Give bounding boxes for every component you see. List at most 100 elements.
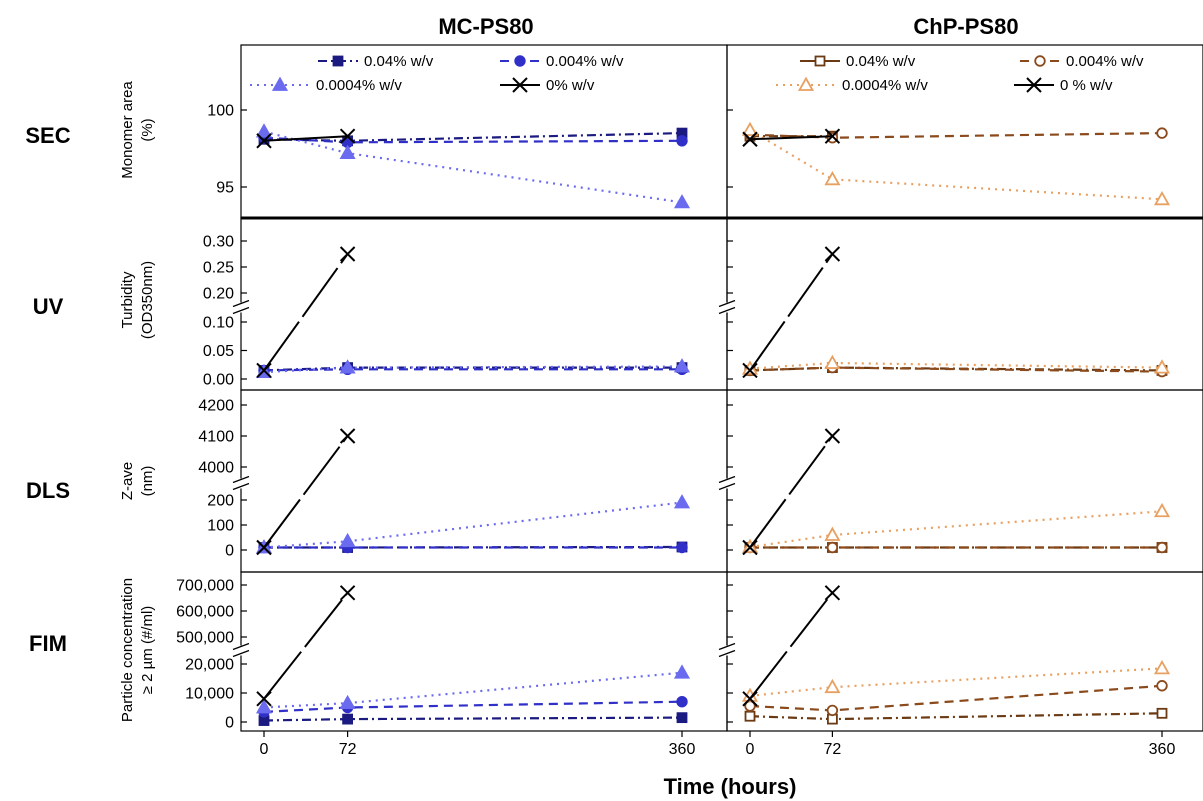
y-tick-label-2-4: 4100 — [198, 429, 234, 446]
legend-label-0-0: 0.04% w/v — [364, 53, 434, 70]
panel-frame-1-3 — [726, 571, 1203, 732]
x-tick-label-0-1: 72 — [339, 741, 357, 758]
data-point-1-2-2-1 — [824, 526, 841, 541]
data-point-1-3-0-2 — [1156, 707, 1168, 719]
axis-break-gap-0-1 — [235, 302, 247, 313]
series-line-1-0-3 — [749, 135, 833, 141]
data-point-0-3-2-1 — [339, 694, 356, 710]
series-line-1-3-3 — [749, 592, 834, 700]
series-line-0-0-3 — [263, 135, 348, 142]
column-title-chp: ChP-PS80 — [913, 14, 1018, 39]
y-tick-label-3-1: 10,000 — [185, 686, 234, 703]
data-point-0-2-2-2 — [673, 494, 691, 509]
legend-label-0-3: 0% w/v — [546, 77, 595, 94]
data-point-0-3-0-2 — [676, 712, 688, 724]
axis-break-mark-0-1 — [232, 299, 250, 315]
legend-marker-0-1 — [514, 55, 526, 67]
series-line-1-3-1 — [749, 684, 1163, 712]
y-tick-label-3-2: 20,000 — [185, 657, 234, 674]
ylabel-fim: Particle concentration ≥ 2 µm (#/ml) — [119, 578, 156, 722]
series-line-1-0-2 — [749, 129, 1163, 201]
series-line-1-1-2 — [749, 361, 1163, 370]
row-label-fim: FIM — [29, 631, 67, 656]
data-point-0-3-2-0 — [255, 699, 273, 714]
axis-break-mark-1-3 — [718, 642, 736, 658]
plot-layer: 95 100 0.00 0.05 0.10 0.20 0.25 0.30 0 100 200 4000… — [176, 44, 1203, 758]
data-point-0-1-3-0 — [256, 362, 272, 379]
data-point-1-1-2-2 — [1153, 359, 1171, 374]
data-point-1-3-3-1 — [824, 585, 841, 601]
axis-break-gap-1-1 — [721, 302, 733, 313]
series-line-0-3-2 — [263, 671, 683, 709]
legend-label-1-1: 0.004% w/v — [1066, 53, 1144, 70]
series-line-1-1-3 — [749, 253, 834, 371]
data-point-0-1-2-2 — [673, 358, 691, 373]
y-tick-label-2-0: 0 — [225, 543, 234, 560]
legend-marker-1-1 — [1034, 55, 1046, 67]
series-line-1-2-2 — [749, 510, 1163, 549]
y-tick-label-3-5: 700,000 — [176, 578, 234, 595]
data-point-1-2-1-1 — [826, 541, 839, 554]
legend-label-1-3: 0 % w/v — [1060, 77, 1113, 94]
y-tick-label-1-0: 0.00 — [203, 372, 234, 389]
panel-frame-0-1 — [240, 217, 728, 391]
series-line-0-3-1 — [263, 700, 683, 713]
legend-marker-0-3 — [512, 77, 528, 93]
data-point-0-2-3-0 — [256, 539, 272, 556]
series-line-0-1-3 — [263, 253, 349, 371]
legend-label-1-2: 0.0004% w/v — [842, 77, 928, 94]
x-tick-label-1-0: 0 — [746, 741, 755, 758]
data-point-1-0-3-0 — [742, 131, 758, 147]
legend-marker-1-3 — [1026, 77, 1042, 93]
column-title-mc: MC-PS80 — [438, 14, 533, 39]
data-point-0-0-3-0 — [256, 133, 272, 149]
x-tick-label-0-0: 0 — [260, 741, 269, 758]
legend-marker-0-0 — [332, 55, 344, 67]
ylabel-sec: Monomer area (%) — [119, 81, 156, 179]
y-tick-label-0-1: 100 — [207, 103, 234, 120]
legend-label-0-1: 0.004% w/v — [546, 53, 624, 70]
series-line-0-2-3 — [263, 435, 349, 549]
y-tick-label-1-4: 0.25 — [203, 260, 234, 277]
data-point-1-0-3-1 — [824, 128, 841, 144]
data-point-1-0-1-1 — [826, 132, 839, 144]
ylabel-dls: Z-ave (nm) — [119, 462, 156, 500]
axis-break-gap-0-2 — [235, 478, 247, 489]
data-point-1-2-2-2 — [1153, 502, 1171, 518]
axis-break-gap-1-2 — [721, 478, 733, 489]
data-point-0-0-2-0 — [255, 123, 273, 138]
data-point-1-0-2-2 — [1153, 190, 1171, 206]
y-tick-label-1-1: 0.05 — [203, 343, 234, 360]
y-tick-label-3-3: 500,000 — [176, 630, 234, 647]
y-tick-label-2-5: 4200 — [198, 398, 234, 415]
y-tick-label-2-3: 4000 — [198, 460, 234, 477]
data-point-0-0-3-1 — [339, 128, 356, 144]
series-line-1-2-3 — [749, 435, 834, 549]
data-point-0-3-2-2 — [673, 664, 691, 679]
data-point-1-0-1-2 — [1156, 127, 1168, 139]
x-tick-label-1-2: 360 — [1149, 741, 1176, 758]
axis-break-mark-1-1 — [718, 299, 736, 315]
data-point-0-3-1-2 — [676, 696, 688, 708]
series-line-0-3-0 — [263, 716, 683, 722]
data-point-1-3-1-1 — [826, 704, 839, 717]
data-point-0-1-2-1 — [339, 359, 356, 374]
y-tick-label-1-2: 0.10 — [203, 315, 234, 332]
data-point-1-2-3-0 — [742, 539, 758, 556]
ylabel-dls-line1: Z-ave — [119, 462, 136, 500]
data-point-1-3-1-2 — [1156, 680, 1168, 692]
data-point-0-0-2-1 — [339, 144, 356, 160]
y-tick-label-1-5: 0.30 — [203, 234, 234, 251]
y-tick-label-2-1: 100 — [207, 518, 234, 535]
y-tick-label-0-0: 95 — [216, 180, 234, 197]
series-line-0-1-1 — [263, 368, 682, 372]
data-point-1-0-2-1 — [824, 170, 841, 186]
panel-frame-0-3 — [240, 571, 728, 732]
data-point-1-3-3-0 — [742, 691, 758, 707]
legend-marker-0-2 — [271, 76, 289, 91]
series-line-0-3-3 — [263, 592, 349, 700]
data-point-0-3-3-1 — [339, 585, 356, 601]
panel-frame-1-0 — [726, 44, 1203, 219]
ylabel-uv-line2: (OD350nm) — [139, 261, 156, 339]
